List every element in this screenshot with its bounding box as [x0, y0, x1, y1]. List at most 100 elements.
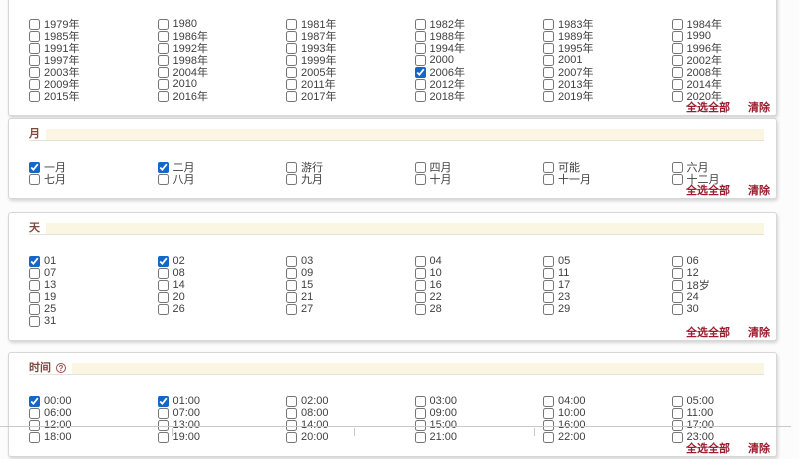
checkbox-item[interactable]: 20: [157, 291, 287, 303]
checkbox[interactable]: [671, 431, 683, 443]
checkbox[interactable]: [671, 78, 683, 90]
checkbox[interactable]: [671, 279, 683, 291]
checkbox[interactable]: [543, 18, 554, 30]
checkbox[interactable]: [286, 90, 297, 102]
checkbox[interactable]: [29, 255, 40, 267]
checkbox-item[interactable]: 01:00: [157, 395, 287, 407]
checkbox-item[interactable]: 1999年: [286, 54, 415, 67]
checkbox[interactable]: [671, 161, 683, 173]
checkbox[interactable]: [671, 419, 683, 431]
checkbox-item[interactable]: 六月: [671, 161, 775, 174]
clear-link[interactable]: 清除: [748, 185, 770, 197]
checkbox-item[interactable]: 1983年: [543, 18, 672, 31]
checkbox[interactable]: [671, 395, 683, 407]
checkbox[interactable]: [286, 255, 297, 267]
checkbox[interactable]: [29, 315, 40, 327]
checkbox-item[interactable]: 13:00: [157, 419, 287, 431]
checkbox-item[interactable]: 18:00: [29, 431, 158, 443]
checkbox-item[interactable]: 12: [671, 267, 775, 279]
checkbox-item[interactable]: 10:00: [543, 407, 672, 419]
checkbox[interactable]: [543, 173, 554, 185]
checkbox-item[interactable]: 2000: [414, 54, 544, 66]
checkbox-item[interactable]: 1981年: [286, 18, 415, 31]
checkbox[interactable]: [414, 90, 426, 102]
checkbox[interactable]: [29, 279, 40, 291]
checkbox-item[interactable]: 2020年: [671, 90, 775, 103]
checkbox-item[interactable]: 2006年: [414, 66, 544, 79]
checkbox-item[interactable]: 19:00: [157, 431, 287, 443]
checkbox[interactable]: [543, 279, 554, 291]
select-all-link[interactable]: 全选全部: [686, 443, 730, 455]
checkbox-item[interactable]: 1982年: [414, 18, 544, 31]
checkbox[interactable]: [157, 291, 169, 303]
checkbox[interactable]: [29, 407, 40, 419]
checkbox-item[interactable]: 06:00: [29, 407, 158, 419]
checkbox[interactable]: [671, 173, 683, 185]
checkbox-item[interactable]: 2005年: [286, 66, 415, 79]
checkbox-item[interactable]: 2019年: [543, 90, 672, 103]
checkbox[interactable]: [157, 279, 169, 291]
checkbox[interactable]: [543, 395, 554, 407]
checkbox[interactable]: [29, 66, 40, 78]
checkbox-item[interactable]: 29: [543, 303, 672, 315]
checkbox[interactable]: [29, 395, 40, 407]
checkbox-item[interactable]: 22:00: [543, 431, 672, 443]
checkbox[interactable]: [29, 54, 40, 66]
checkbox-item[interactable]: 一月: [29, 161, 158, 174]
checkbox-item[interactable]: 1987年: [286, 30, 415, 43]
checkbox[interactable]: [286, 173, 297, 185]
checkbox-item[interactable]: 十月: [414, 173, 544, 186]
checkbox[interactable]: [157, 431, 169, 443]
clear-link[interactable]: 清除: [748, 102, 770, 114]
checkbox-item[interactable]: 20:00: [286, 431, 415, 443]
checkbox[interactable]: [543, 291, 554, 303]
checkbox[interactable]: [543, 90, 554, 102]
checkbox[interactable]: [414, 78, 426, 90]
checkbox[interactable]: [671, 267, 683, 279]
checkbox[interactable]: [286, 291, 297, 303]
checkbox-item[interactable]: 05: [543, 255, 672, 267]
checkbox-item[interactable]: 二月: [157, 161, 287, 174]
checkbox-item[interactable]: 08:00: [286, 407, 415, 419]
checkbox[interactable]: [543, 30, 554, 42]
checkbox-item[interactable]: 13: [29, 279, 158, 291]
checkbox-item[interactable]: 2015年: [29, 90, 158, 103]
checkbox-item[interactable]: 08: [157, 267, 287, 279]
checkbox[interactable]: [671, 303, 683, 315]
checkbox[interactable]: [671, 66, 683, 78]
checkbox-item[interactable]: 01: [29, 255, 158, 267]
checkbox-item[interactable]: 28: [414, 303, 544, 315]
checkbox-item[interactable]: 游行: [286, 161, 415, 174]
checkbox-item[interactable]: 2004年: [157, 66, 287, 79]
checkbox[interactable]: [29, 431, 40, 443]
checkbox-item[interactable]: 九月: [286, 173, 415, 186]
select-all-link[interactable]: 全选全部: [686, 102, 730, 114]
checkbox[interactable]: [543, 407, 554, 419]
checkbox-item[interactable]: 十二月: [671, 173, 775, 186]
checkbox[interactable]: [543, 78, 554, 90]
checkbox[interactable]: [286, 395, 297, 407]
checkbox-item[interactable]: 05:00: [671, 395, 775, 407]
checkbox[interactable]: [414, 161, 426, 173]
checkbox-item[interactable]: 24: [671, 291, 775, 303]
checkbox-item[interactable]: 09:00: [414, 407, 544, 419]
checkbox-item[interactable]: 2007年: [543, 66, 672, 79]
checkbox[interactable]: [286, 18, 297, 30]
checkbox-item[interactable]: 00:00: [29, 395, 158, 407]
checkbox-item[interactable]: 15: [286, 279, 415, 291]
checkbox-item[interactable]: 23: [543, 291, 672, 303]
checkbox-item[interactable]: 1988年: [414, 30, 544, 43]
checkbox-item[interactable]: 1984年: [671, 18, 775, 31]
checkbox-item[interactable]: 21: [286, 291, 415, 303]
checkbox-item[interactable]: 27: [286, 303, 415, 315]
checkbox[interactable]: [157, 407, 169, 419]
checkbox[interactable]: [543, 54, 554, 66]
checkbox[interactable]: [671, 30, 683, 42]
checkbox[interactable]: [671, 407, 683, 419]
clear-link[interactable]: 清除: [748, 327, 770, 339]
checkbox[interactable]: [543, 255, 554, 267]
checkbox[interactable]: [671, 90, 683, 102]
checkbox[interactable]: [671, 42, 683, 54]
checkbox[interactable]: [157, 42, 169, 54]
checkbox-item[interactable]: 22: [414, 291, 544, 303]
